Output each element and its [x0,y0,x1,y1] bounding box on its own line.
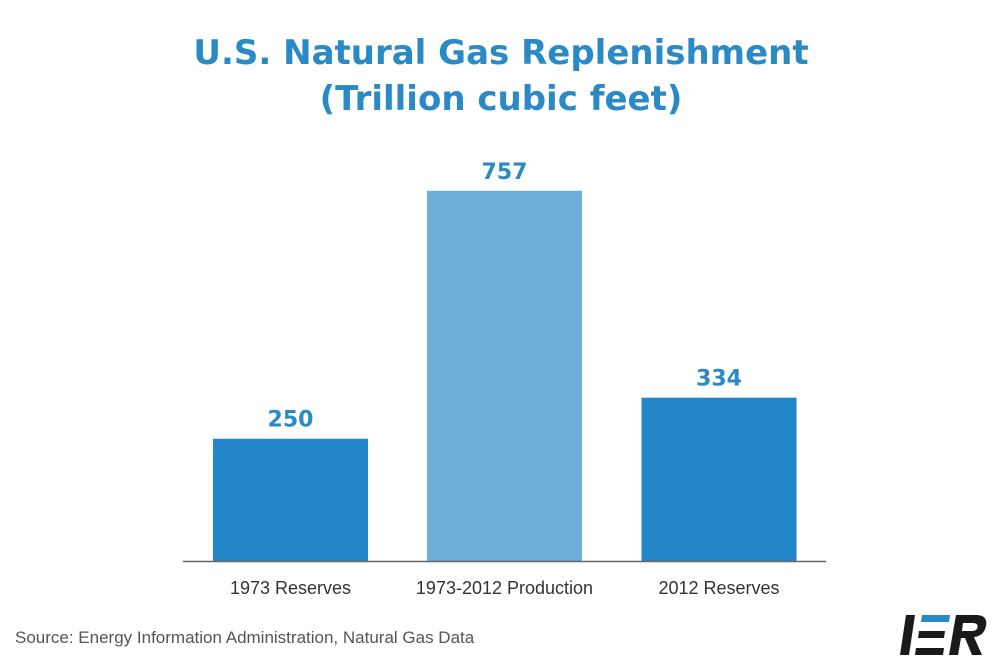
chart-title-line-2: (Trillion cubic feet) [319,79,683,119]
x-tick-label-2: 1973-2012 Production [416,578,593,598]
bar-2 [427,190,582,561]
chart-title: U.S. Natural Gas Replenishment (Trillion… [0,30,1002,122]
source-note: Source: Energy Information Administratio… [15,628,475,647]
data-label-3: 334 [696,367,742,392]
chart-title-line-1: U.S. Natural Gas Replenishment [193,33,809,73]
bar-3 [641,397,797,561]
x-tick-label-1: 1973 Reserves [230,578,351,598]
ier-logo [898,612,990,658]
x-tick-label-3: 2012 Reserves [658,578,779,598]
data-label-1: 250 [268,408,314,433]
data-label-2: 757 [482,160,528,185]
bar-1 [213,438,368,561]
